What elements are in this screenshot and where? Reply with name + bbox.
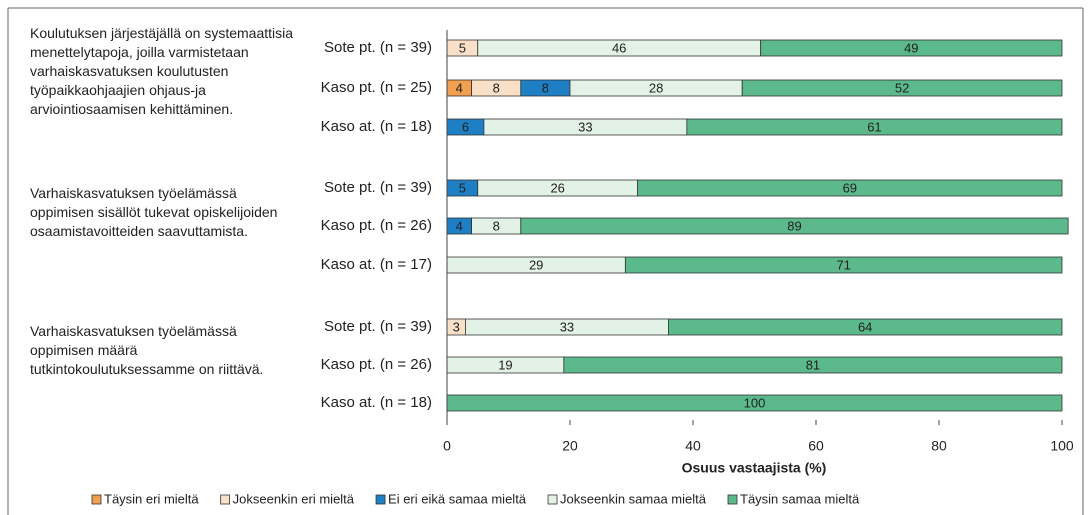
bar-segment bbox=[520, 217, 1069, 235]
data-label: 69 bbox=[843, 180, 857, 195]
bar-segment bbox=[668, 318, 1063, 336]
y-tick-label: Kaso at. (n = 18) bbox=[321, 394, 432, 411]
data-label: 71 bbox=[836, 257, 850, 272]
legend-label: Jokseenkin eri mieltä bbox=[233, 491, 355, 506]
legend-label: Täysin eri mieltä bbox=[104, 491, 199, 506]
legend-swatch bbox=[220, 494, 231, 505]
data-label: 61 bbox=[867, 119, 881, 134]
data-label: 6 bbox=[462, 119, 469, 134]
data-label: 64 bbox=[858, 319, 872, 334]
data-label: 5 bbox=[459, 180, 466, 195]
data-label: 89 bbox=[787, 218, 801, 233]
legend-swatch bbox=[375, 494, 386, 505]
data-label: 8 bbox=[542, 80, 549, 95]
y-tick-label: Kaso pt. (n = 26) bbox=[321, 356, 432, 373]
legend-label: Ei eri eikä samaa mieltä bbox=[388, 491, 527, 506]
data-label: 29 bbox=[529, 257, 543, 272]
bar-segment bbox=[760, 39, 1063, 57]
bar-segment bbox=[686, 118, 1063, 136]
legend-label: Täysin samaa mieltä bbox=[740, 491, 860, 506]
data-label: 8 bbox=[493, 80, 500, 95]
bar-segment bbox=[563, 356, 1063, 374]
x-tick-label: 80 bbox=[931, 438, 947, 454]
x-axis-label: Osuus vastaajista (%) bbox=[682, 460, 827, 476]
legend-swatch bbox=[727, 494, 738, 505]
y-tick-label: Sote pt. (n = 39) bbox=[324, 39, 432, 56]
data-label: 52 bbox=[895, 80, 909, 95]
x-tick-label: 40 bbox=[685, 438, 701, 454]
data-label: 4 bbox=[456, 80, 463, 95]
data-label: 19 bbox=[498, 357, 512, 372]
data-label: 3 bbox=[453, 319, 460, 334]
data-label: 46 bbox=[612, 40, 626, 55]
bar-segment bbox=[624, 256, 1063, 274]
bar-segment bbox=[741, 79, 1063, 97]
y-tick-label: Kaso pt. (n = 26) bbox=[321, 217, 432, 234]
legend-label: Jokseenkin samaa mieltä bbox=[560, 491, 707, 506]
x-tick-label: 20 bbox=[562, 438, 578, 454]
data-label: 81 bbox=[806, 357, 820, 372]
x-tick-label: 0 bbox=[443, 438, 451, 454]
x-tick-label: 60 bbox=[808, 438, 824, 454]
data-label: 5 bbox=[459, 40, 466, 55]
x-tick-label: 100 bbox=[1050, 438, 1074, 454]
data-label: 33 bbox=[560, 319, 574, 334]
group-label: Koulutuksen järjestäjällä on systemaatti… bbox=[30, 25, 294, 117]
data-label: 28 bbox=[649, 80, 663, 95]
data-label: 8 bbox=[493, 218, 500, 233]
legend-swatch bbox=[547, 494, 558, 505]
bar-segment bbox=[637, 179, 1063, 197]
y-tick-label: Kaso at. (n = 18) bbox=[321, 118, 432, 135]
y-tick-label: Sote pt. (n = 39) bbox=[324, 318, 432, 335]
group-label: Varhaiskasvatuksen työelämässä oppimisen… bbox=[30, 323, 264, 377]
data-label: 26 bbox=[550, 180, 564, 195]
y-tick-label: Kaso pt. (n = 25) bbox=[321, 79, 432, 96]
group-label: Varhaiskasvatuksen työelämässä oppimisen… bbox=[30, 185, 278, 239]
data-label: 33 bbox=[578, 119, 592, 134]
data-label: 4 bbox=[456, 218, 463, 233]
legend-swatch bbox=[91, 494, 102, 505]
data-label: 49 bbox=[904, 40, 918, 55]
data-label: 100 bbox=[744, 395, 766, 410]
y-tick-label: Kaso at. (n = 17) bbox=[321, 256, 432, 273]
y-tick-label: Sote pt. (n = 39) bbox=[324, 179, 432, 196]
